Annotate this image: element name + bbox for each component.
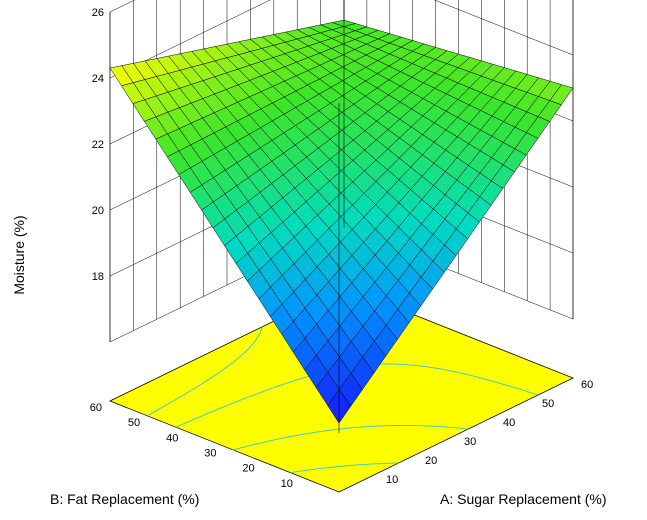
y-tick-label: 30 [204, 448, 216, 460]
x-tick-label: 50 [542, 398, 554, 410]
z-tick-label: 20 [92, 205, 104, 217]
wall-gridline [433, 0, 574, 56]
floor-contour-line [232, 424, 469, 451]
y-tick-label: 10 [281, 478, 293, 490]
floor-contour-line [290, 462, 399, 474]
response-surface [109, 19, 574, 424]
y-tick-label: 40 [166, 432, 178, 444]
floor-contour-line [146, 326, 263, 417]
y-tick-label: 20 [242, 463, 254, 475]
x-tick-label: 60 [581, 379, 593, 391]
box-frame [109, 0, 574, 433]
axis-ticks: 18 20 22 24 26 10 20 30 40 50 60 10 20 30 40 50 60 [90, 7, 594, 490]
y-tick-label: 50 [128, 417, 140, 429]
x-tick-label: 10 [386, 474, 398, 486]
y-axis-title: B: Fat Replacement (%) [50, 491, 199, 507]
x-tick-label: 40 [503, 417, 515, 429]
z-tick-label: 24 [92, 73, 104, 85]
x-tick-label: 20 [425, 455, 437, 467]
z-tick-label: 22 [92, 139, 104, 151]
z-tick-label: 18 [92, 271, 104, 283]
z-axis-title: Moisture (%) [11, 215, 27, 294]
x-axis-title: A: Sugar Replacement (%) [440, 491, 607, 507]
x-tick-label: 30 [464, 436, 476, 448]
y-tick-label: 60 [90, 402, 102, 414]
wall-gridline [109, 0, 271, 79]
z-tick-label: 26 [92, 7, 104, 19]
